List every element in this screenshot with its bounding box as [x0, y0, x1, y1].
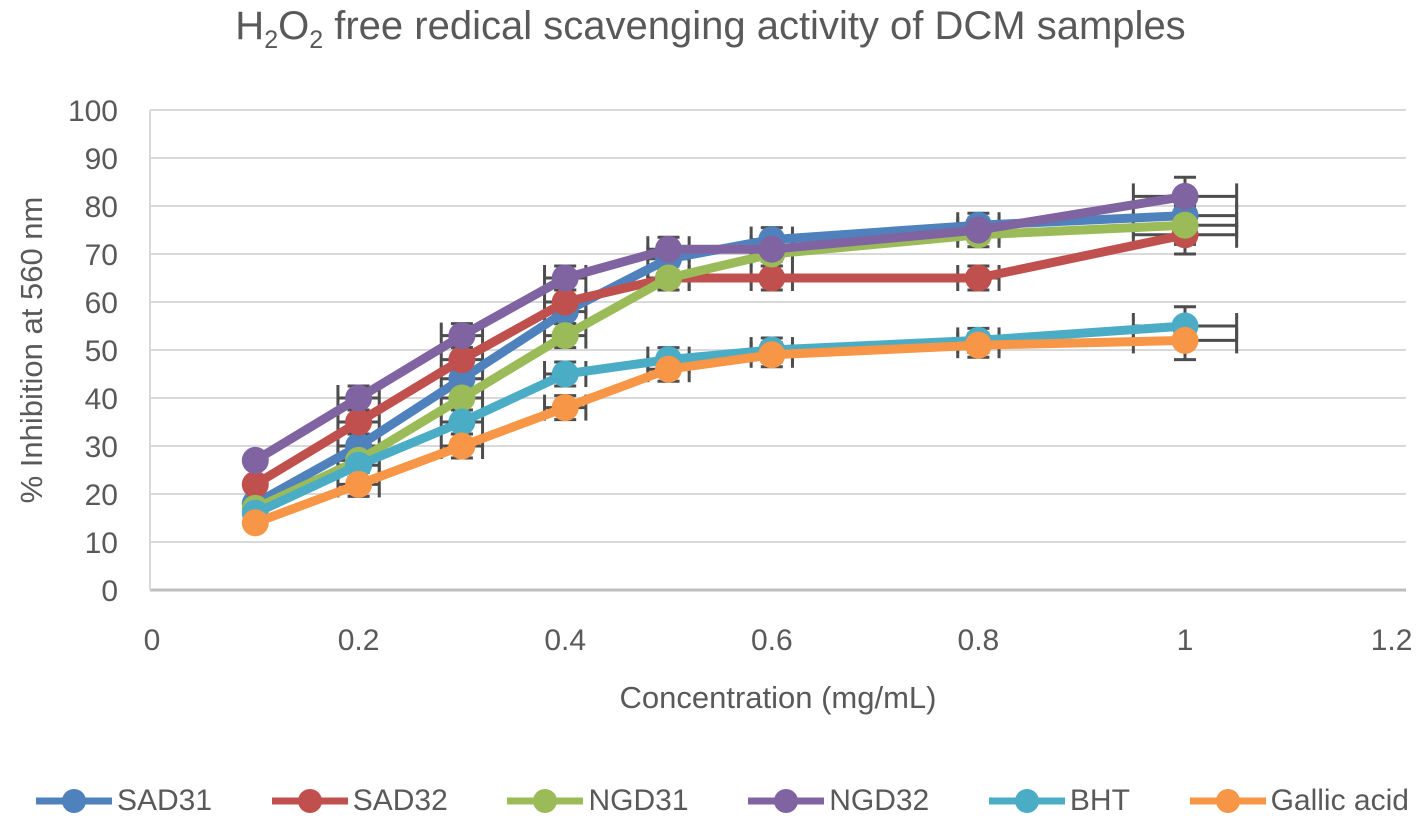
marker-sad32	[241, 470, 269, 498]
marker-ngd32	[1171, 182, 1199, 210]
legend-marker-icon	[36, 789, 112, 813]
legend-label: SAD32	[352, 784, 448, 817]
marker-bht	[448, 408, 476, 436]
y-tick-label: 0	[101, 575, 118, 608]
x-axis-title: Concentration (mg/mL)	[619, 680, 936, 715]
chart-title: H2O2 free redical scavenging activity of…	[0, 4, 1421, 53]
y-tick-label: 30	[85, 431, 118, 464]
legend-item-gallic-acid: Gallic acid	[1188, 784, 1409, 818]
title-text-1: H	[235, 4, 265, 48]
y-tick-label: 100	[68, 95, 118, 128]
legend-item-ngd32: NGD32	[746, 784, 929, 818]
y-tick-label: 90	[85, 143, 118, 176]
marker-ngd32	[655, 235, 682, 263]
marker-ngd31	[655, 264, 682, 292]
y-tick-label: 20	[85, 479, 118, 512]
marker-gallic-acid	[551, 394, 579, 422]
marker-sad32	[551, 288, 579, 316]
y-tick-label: 70	[85, 239, 118, 272]
legend-marker-icon	[507, 789, 584, 813]
legend-label: BHT	[1069, 784, 1130, 817]
y-axis-title: % Inhibition at 560 nm	[14, 197, 49, 504]
marker-gallic-acid	[241, 509, 269, 537]
title-text-3: free redical scavenging activity of DCM …	[323, 4, 1186, 48]
marker-ngd31	[448, 384, 476, 412]
series-line-ngd31	[250, 220, 1190, 513]
legend-marker-icon	[988, 789, 1065, 813]
marker-gallic-acid	[448, 432, 476, 460]
marker-ngd32	[964, 216, 992, 244]
x-tick-label: 0.2	[338, 624, 380, 657]
legend-marker-icon	[271, 789, 348, 813]
series-line-sad31	[250, 211, 1190, 509]
marker-ngd32	[758, 235, 786, 263]
x-tick-label: 0.4	[544, 624, 586, 657]
x-tick-label: 1	[1177, 624, 1194, 657]
legend-marker-icon	[748, 789, 825, 813]
legend-item-sad32: SAD32	[270, 784, 448, 818]
legend-label: Gallic acid	[1270, 784, 1409, 817]
marker-bht	[551, 360, 579, 388]
y-tick-label: 80	[85, 191, 118, 224]
marker-ngd31	[1171, 211, 1199, 239]
legend-label: NGD31	[588, 784, 689, 817]
marker-sad32	[758, 264, 786, 292]
series-line-ngd32	[250, 191, 1190, 465]
marker-ngd32	[241, 446, 269, 474]
marker-gallic-acid	[1171, 326, 1199, 354]
marker-gallic-acid	[655, 355, 682, 383]
legend-item-ngd31: NGD31	[505, 784, 689, 818]
marker-ngd31	[551, 322, 579, 350]
marker-gallic-acid	[345, 470, 373, 498]
series-line-gallic-acid	[250, 335, 1190, 528]
marker-ngd32	[345, 384, 373, 412]
title-subscript-1: 2	[264, 26, 279, 54]
y-tick-label: 50	[85, 335, 118, 368]
marker-gallic-acid	[964, 331, 992, 359]
series-line-sad32	[250, 230, 1190, 489]
x-tick-label: 0.6	[751, 624, 793, 657]
title-subscript-2: 2	[309, 26, 324, 54]
y-tick-label: 60	[85, 287, 118, 320]
legend-label: SAD31	[117, 784, 213, 817]
marker-bht	[345, 451, 373, 479]
series-line-bht	[250, 321, 1190, 518]
x-tick-label: 1.2	[1371, 624, 1413, 657]
plot-area: 0 10 20 30 40 50 60 70 80 90 100 0 0.2 0.4 0.6 0.8 1 1.2 C…	[14, 95, 1413, 715]
marker-gallic-acid	[758, 341, 786, 369]
title-text-2: O	[278, 4, 310, 48]
y-tick-label: 10	[85, 527, 118, 560]
marker-sad31	[448, 365, 476, 393]
legend-item-bht: BHT	[987, 784, 1130, 818]
legend-marker-icon	[1189, 789, 1266, 813]
x-tick-label: 0	[144, 624, 161, 657]
legend-item-sad31: SAD31	[34, 784, 212, 818]
marker-sad32	[345, 408, 373, 436]
y-tick-label: 40	[85, 383, 118, 416]
marker-ngd32	[551, 264, 579, 292]
marker-ngd32	[448, 322, 476, 350]
legend-label: NGD32	[829, 784, 930, 817]
legend: SAD31 SAD32 NGD31 NGD32 BHT Gallic acid	[34, 784, 1409, 818]
marker-sad32	[964, 264, 992, 292]
marker-sad32	[448, 346, 476, 374]
x-tick-label: 0.8	[958, 624, 1000, 657]
